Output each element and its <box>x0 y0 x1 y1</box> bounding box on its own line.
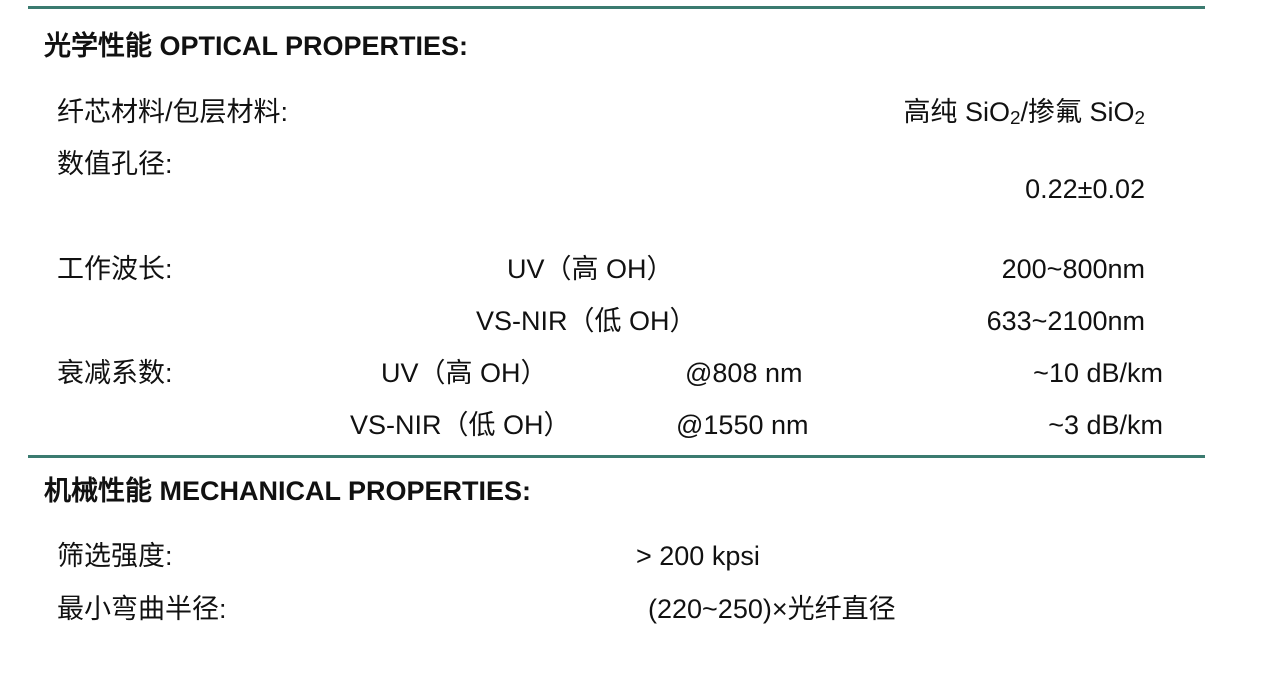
section-divider <box>28 455 1205 458</box>
proof-label: 筛选强度: <box>57 541 173 571</box>
attenuation-value: ~3 dB/km <box>1048 410 1163 440</box>
proof-value: > 200 kpsi <box>636 541 760 571</box>
attenuation-label: 衰减系数: <box>57 358 173 388</box>
attenuation-type: VS-NIR（低 OH） <box>350 410 571 440</box>
attenuation-value: ~10 dB/km <box>1033 358 1163 388</box>
attenuation-wavelength: @808 nm <box>685 358 803 388</box>
wavelength-type: UV（高 OH） <box>507 254 674 284</box>
mechanical-heading: 机械性能 MECHANICAL PROPERTIES: <box>44 476 532 506</box>
top-divider <box>28 6 1205 9</box>
bend-label: 最小弯曲半径: <box>57 594 227 624</box>
wavelength-type: VS-NIR（低 OH） <box>476 306 697 336</box>
material-label: 纤芯材料/包层材料: <box>57 97 289 127</box>
wavelength-range: 633~2100nm <box>986 306 1145 336</box>
wavelength-label: 工作波长: <box>57 254 173 284</box>
wavelength-range: 200~800nm <box>1001 254 1145 284</box>
attenuation-type: UV（高 OH） <box>381 358 548 388</box>
bend-value: (220~250)×光纤直径 <box>648 594 896 624</box>
optical-heading: 光学性能 OPTICAL PROPERTIES: <box>44 31 469 61</box>
na-label: 数值孔径: <box>57 149 173 179</box>
material-value: 高纯 SiO2/掺氟 SiO2 <box>903 97 1145 129</box>
na-value: 0.22±0.02 <box>1025 174 1145 204</box>
attenuation-wavelength: @1550 nm <box>676 410 809 440</box>
